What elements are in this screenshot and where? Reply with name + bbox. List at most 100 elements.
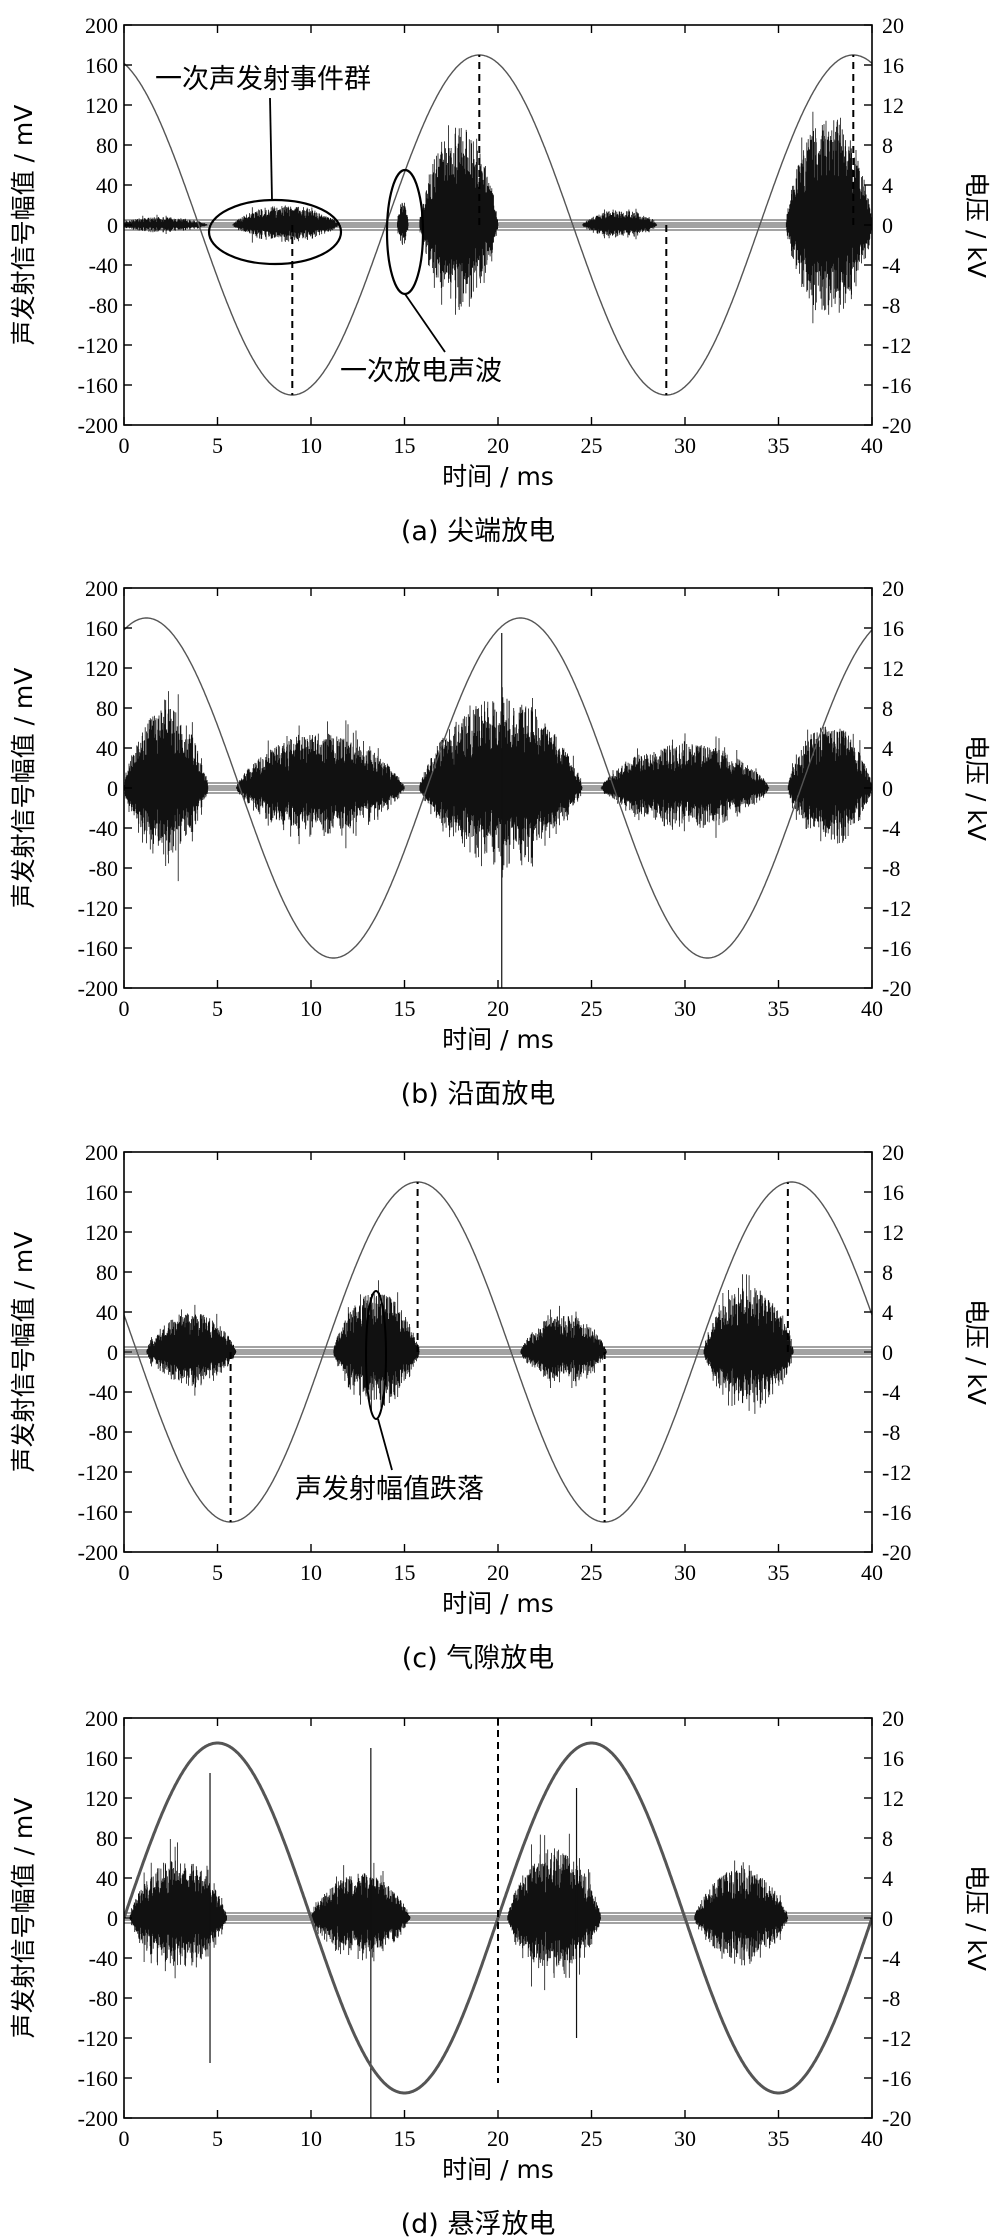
- annotation-leader-discharge-wave: [404, 293, 446, 353]
- y-tick-label: -40: [89, 1946, 118, 1971]
- y2-tick-label: 16: [882, 616, 904, 641]
- y2-tick-label: -16: [882, 373, 911, 398]
- panel-caption: (b) 沿面放电: [401, 1079, 556, 1110]
- y-axis-label: 声发射信号幅值 / mV: [9, 105, 38, 346]
- voltage-curve: [124, 617, 872, 959]
- y-tick-label: 120: [85, 1786, 118, 1811]
- x-tick-label: 0: [119, 1560, 130, 1585]
- y-tick-label: -120: [78, 1460, 118, 1485]
- y2-tick-label: -4: [882, 1946, 900, 1971]
- x-tick-label: 40: [861, 1560, 883, 1585]
- x-tick-label: 5: [212, 433, 223, 458]
- y-tick-label: 200: [85, 1140, 118, 1165]
- plot-area: [124, 1181, 872, 1523]
- voltage-curve: [124, 54, 872, 396]
- y2-tick-label: 0: [882, 1340, 893, 1365]
- panel-caption: (a) 尖端放电: [401, 516, 555, 547]
- plot-area: [124, 1718, 872, 2118]
- x-tick-label: 40: [861, 996, 883, 1021]
- ae-burst-0: [146, 1304, 237, 1396]
- y2-tick-label: -16: [882, 936, 911, 961]
- y2-tick-label: -8: [882, 856, 900, 881]
- y2-tick-label: 12: [882, 1220, 904, 1245]
- ae-burst-1: [310, 1862, 411, 1962]
- x-tick-label: 35: [768, 996, 790, 1021]
- x-tick-label: 10: [300, 996, 322, 1021]
- x-tick-label: 40: [861, 433, 883, 458]
- x-tick-label: 15: [394, 1560, 416, 1585]
- y-tick-label: 40: [96, 1866, 118, 1891]
- y-tick-label: -200: [78, 2106, 118, 2131]
- y2-tick-label: 0: [882, 1906, 893, 1931]
- ae-burst-1: [333, 1280, 420, 1410]
- ae-burst-3: [694, 1860, 788, 1966]
- y-tick-label: -120: [78, 896, 118, 921]
- y-tick-label: -80: [89, 856, 118, 881]
- chart-panel-b: 20016012080400-40-80-120-160-20020161284…: [9, 576, 991, 1110]
- y2-tick-label: 4: [882, 736, 893, 761]
- x-axis-label: 时间 / ms: [442, 1025, 554, 1054]
- x-tick-label: 25: [581, 433, 603, 458]
- ae-burst-2: [507, 1833, 601, 1991]
- x-tick-label: 10: [300, 433, 322, 458]
- y2-tick-label: 8: [882, 1826, 893, 1851]
- y2-tick-label: -8: [882, 1986, 900, 2011]
- x-tick-label: 0: [119, 2126, 130, 2151]
- y-tick-label: 160: [85, 53, 118, 78]
- x-tick-label: 30: [674, 2126, 696, 2151]
- y2-tick-label: 20: [882, 1140, 904, 1165]
- y2-tick-label: 12: [882, 93, 904, 118]
- y-tick-label: -40: [89, 253, 118, 278]
- y-tick-label: 80: [96, 1826, 118, 1851]
- x-tick-label: 30: [674, 433, 696, 458]
- y-tick-label: 0: [107, 1906, 118, 1931]
- annotation-event-group: 一次声发射事件群: [155, 64, 371, 95]
- chart-panel-c: 20016012080400-40-80-120-160-20020161284…: [9, 1140, 991, 1674]
- x-tick-label: 5: [212, 1560, 223, 1585]
- ae-burst-3: [600, 733, 770, 838]
- y2-tick-label: -4: [882, 816, 900, 841]
- y2-tick-label: -16: [882, 1500, 911, 1525]
- x-tick-label: 30: [674, 1560, 696, 1585]
- y-tick-label: 160: [85, 616, 118, 641]
- y-tick-label: 200: [85, 576, 118, 601]
- y-tick-label: 80: [96, 1260, 118, 1285]
- y2-axis-label: 电压 / kV: [962, 172, 991, 278]
- y2-tick-label: -12: [882, 333, 911, 358]
- annotation-ellipse-amplitude-drop: [365, 1290, 387, 1420]
- x-tick-label: 5: [212, 996, 223, 1021]
- x-tick-label: 10: [300, 2126, 322, 2151]
- x-tick-label: 35: [768, 1560, 790, 1585]
- y-tick-label: -160: [78, 373, 118, 398]
- y2-tick-label: 20: [882, 576, 904, 601]
- ae-burst-4: [582, 208, 658, 240]
- x-tick-label: 0: [119, 433, 130, 458]
- y-tick-label: 80: [96, 133, 118, 158]
- plot-area: [124, 617, 872, 988]
- plot-area: [124, 54, 872, 396]
- y-tick-label: 0: [107, 776, 118, 801]
- y-tick-label: 120: [85, 93, 118, 118]
- ae-burst-3: [419, 125, 499, 315]
- x-axis-label: 时间 / ms: [442, 2155, 554, 2184]
- ae-burst-2: [419, 687, 583, 878]
- x-axis-label: 时间 / ms: [442, 1589, 554, 1618]
- x-tick-label: 5: [212, 2126, 223, 2151]
- y2-tick-label: 4: [882, 1300, 893, 1325]
- y-tick-label: 160: [85, 1746, 118, 1771]
- y2-tick-label: -4: [882, 1380, 900, 1405]
- x-tick-label: 40: [861, 2126, 883, 2151]
- y-tick-label: -200: [78, 976, 118, 1001]
- y2-tick-label: 8: [882, 1260, 893, 1285]
- x-tick-label: 35: [768, 2126, 790, 2151]
- y2-tick-label: -4: [882, 253, 900, 278]
- x-tick-label: 20: [487, 2126, 509, 2151]
- y-tick-label: -200: [78, 413, 118, 438]
- y2-tick-label: 12: [882, 1786, 904, 1811]
- x-tick-label: 25: [581, 1560, 603, 1585]
- y2-tick-label: -20: [882, 1540, 911, 1565]
- y-axis-label: 声发射信号幅值 / mV: [9, 1232, 38, 1473]
- y-tick-label: 120: [85, 1220, 118, 1245]
- y2-tick-label: -12: [882, 1460, 911, 1485]
- voltage-curve: [124, 1181, 872, 1523]
